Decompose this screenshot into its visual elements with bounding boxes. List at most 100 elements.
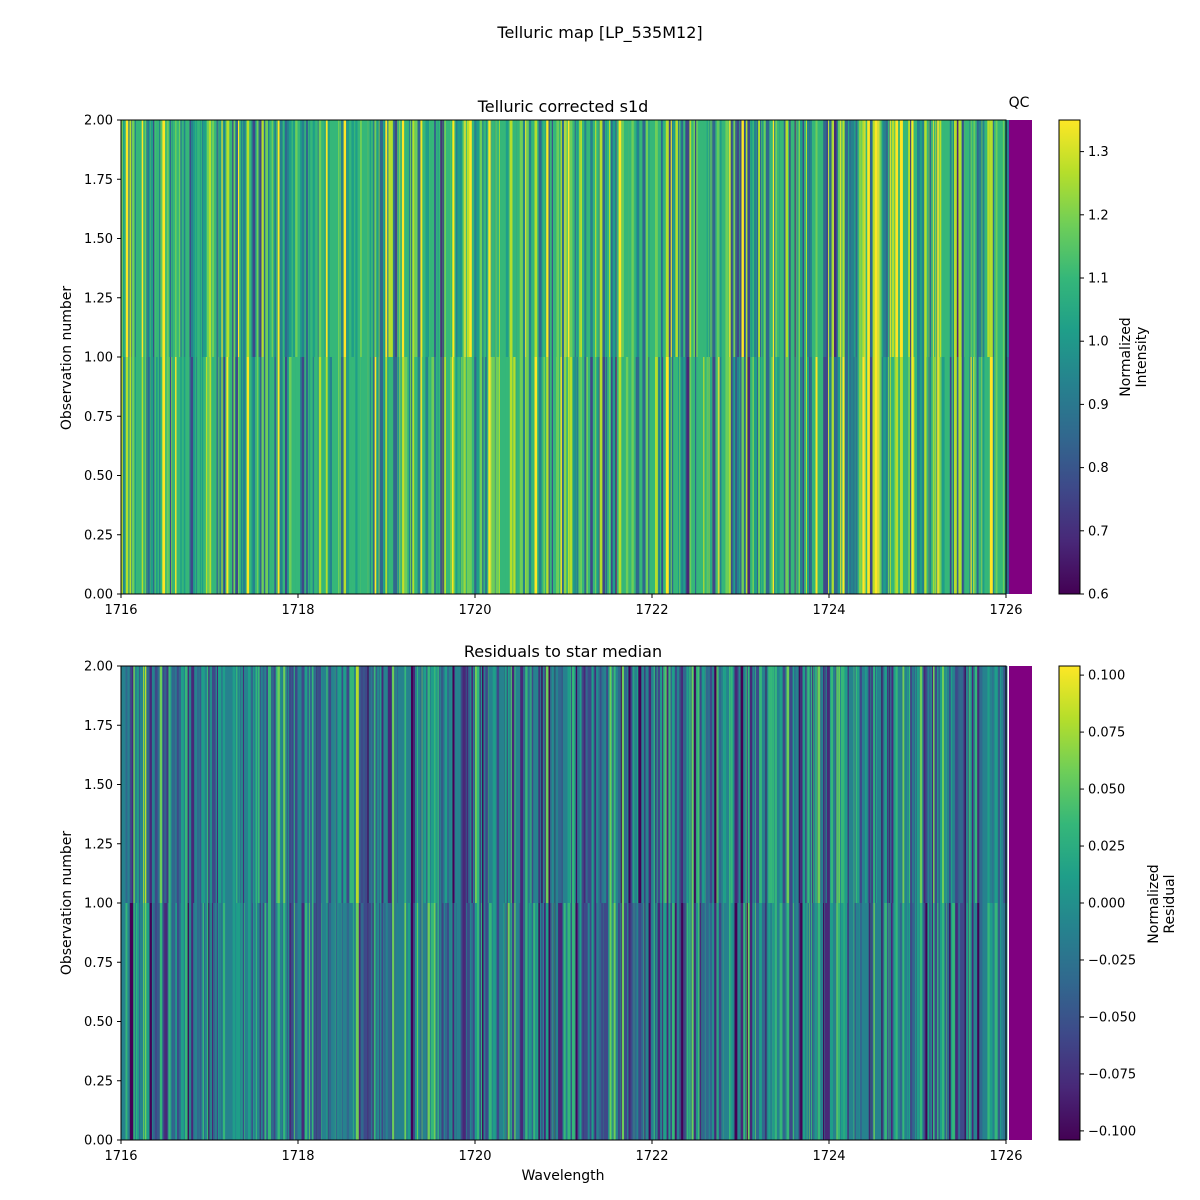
heatmap-cell bbox=[754, 120, 757, 357]
heatmap-cell bbox=[953, 120, 954, 357]
heatmap-cell bbox=[827, 120, 829, 357]
heatmap-cell bbox=[845, 357, 848, 594]
heatmap-cell bbox=[280, 666, 282, 903]
heatmap-cell bbox=[641, 666, 644, 903]
heatmap-cell bbox=[346, 120, 350, 357]
heatmap-cell bbox=[385, 357, 388, 594]
heatmap-cell bbox=[154, 903, 158, 1140]
heatmap-cell bbox=[338, 357, 340, 594]
heatmap-cell bbox=[786, 903, 790, 1140]
heatmap-cell bbox=[783, 357, 786, 594]
heatmap-cell bbox=[750, 120, 753, 357]
heatmap-cell bbox=[203, 120, 206, 357]
colorbar-tick-label: 0.8 bbox=[1088, 461, 1109, 476]
heatmap-cell bbox=[146, 903, 150, 1140]
heatmap-cell bbox=[434, 120, 437, 357]
heatmap-cell bbox=[686, 120, 690, 357]
heatmap-cell bbox=[676, 120, 680, 357]
heatmap-cell bbox=[417, 120, 421, 357]
heatmap-cell bbox=[779, 666, 782, 903]
heatmap-cell bbox=[466, 120, 470, 357]
heatmap-cell bbox=[702, 903, 705, 1140]
heatmap-cell bbox=[362, 666, 365, 903]
heatmap-cell bbox=[411, 903, 414, 1140]
heatmap-cell bbox=[648, 903, 650, 1140]
heatmap-cell bbox=[792, 903, 795, 1140]
heatmap-cell bbox=[686, 666, 689, 903]
heatmap-cell bbox=[625, 357, 629, 594]
x-tick-label: 1720 bbox=[458, 1149, 491, 1164]
heatmap-cell bbox=[978, 357, 982, 594]
heatmap-cell bbox=[882, 903, 886, 1140]
heatmap-cell bbox=[485, 357, 487, 594]
y-axis-ticks-1: 0.00 0.25 0.50 0.75 1.00 1.25 1.50 1.75 2.00 bbox=[84, 114, 121, 603]
heatmap-cell bbox=[318, 120, 322, 357]
heatmap-cell bbox=[269, 903, 272, 1140]
heatmap-cell bbox=[576, 120, 579, 357]
heatmap-cell bbox=[186, 666, 189, 903]
heatmap-cell bbox=[849, 357, 852, 594]
heatmap-cell bbox=[908, 903, 911, 1140]
heatmap-cell bbox=[681, 666, 684, 903]
heatmap-cell bbox=[758, 903, 761, 1140]
heatmap-cell bbox=[705, 903, 709, 1140]
heatmap-cell bbox=[312, 120, 315, 357]
heatmap-cell bbox=[130, 666, 134, 903]
heatmap-cell bbox=[967, 666, 971, 903]
heatmap-cell bbox=[433, 666, 437, 903]
heatmap-cell bbox=[725, 357, 728, 594]
heatmap-cell bbox=[427, 666, 430, 903]
heatmap-cell bbox=[376, 120, 379, 357]
heatmap-cell bbox=[584, 357, 587, 594]
heatmap-cell bbox=[338, 666, 342, 903]
heatmap-cell bbox=[624, 666, 628, 903]
heatmap-cell bbox=[513, 120, 516, 357]
heatmap-cell bbox=[125, 120, 129, 357]
heatmap-cell bbox=[592, 120, 596, 357]
heatmap-cell bbox=[488, 666, 492, 903]
heatmap-cell bbox=[311, 903, 314, 1140]
heatmap-cell bbox=[232, 357, 234, 594]
heatmap-cell bbox=[199, 666, 201, 903]
heatmap-cell bbox=[462, 666, 466, 903]
heatmap-cell bbox=[351, 357, 354, 594]
heatmap-cell bbox=[648, 666, 650, 903]
heatmap-cell bbox=[618, 666, 620, 903]
heatmap-cell bbox=[260, 357, 264, 594]
heatmap-cell bbox=[223, 666, 226, 903]
heatmap-cell bbox=[684, 357, 688, 594]
heatmap-cell bbox=[764, 357, 766, 594]
heatmap-cell bbox=[477, 666, 479, 903]
heatmap-cell bbox=[761, 903, 765, 1140]
heatmap-cell bbox=[328, 357, 330, 594]
heatmap-cell bbox=[260, 357, 262, 594]
heatmap-cell bbox=[485, 666, 488, 903]
heatmap-cell bbox=[208, 666, 210, 903]
heatmap-cell bbox=[287, 903, 290, 1140]
heatmap-cell bbox=[446, 903, 449, 1140]
heatmap-cell bbox=[496, 666, 499, 903]
heatmap-cell bbox=[699, 666, 702, 903]
heatmap-cell bbox=[129, 357, 132, 594]
heatmap-cell bbox=[910, 903, 912, 1140]
heatmap-cell bbox=[450, 357, 452, 594]
heatmap-cell bbox=[592, 903, 594, 1140]
heatmap-cell bbox=[218, 666, 222, 903]
heatmap-cell bbox=[456, 903, 459, 1140]
x-axis-ticks-2: 1716 1718 1720 1722 1724 1726 bbox=[104, 1140, 1023, 1164]
heatmap-cell bbox=[221, 120, 223, 357]
heatmap-cell bbox=[590, 120, 593, 357]
heatmap-cell bbox=[596, 120, 599, 357]
heatmap-cell bbox=[915, 666, 917, 903]
heatmap-cell bbox=[560, 357, 563, 594]
heatmap-cell bbox=[953, 357, 954, 594]
heatmap-cell bbox=[397, 903, 398, 1140]
heatmap-cell bbox=[462, 903, 466, 1140]
heatmap-cell bbox=[160, 120, 162, 357]
y-tick-label: 0.75 bbox=[84, 956, 113, 971]
heatmap-cell bbox=[921, 357, 925, 594]
colorbar-tick-label: 0.6 bbox=[1088, 588, 1109, 603]
heatmap-cell bbox=[594, 120, 598, 357]
heatmap-cell bbox=[449, 903, 452, 1140]
heatmap-cell bbox=[208, 903, 210, 1140]
